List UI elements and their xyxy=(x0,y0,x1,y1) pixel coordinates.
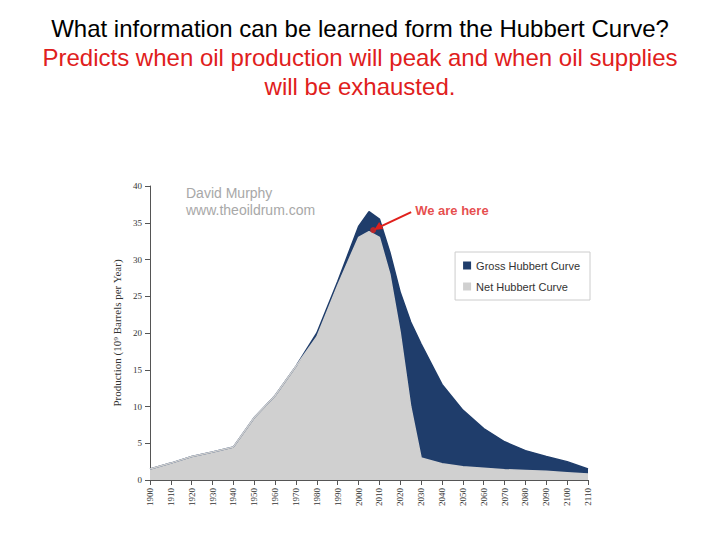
svg-text:Gross Hubbert Curve: Gross Hubbert Curve xyxy=(476,260,580,272)
svg-text:Production (10⁹ Barrels per Ye: Production (10⁹ Barrels per Year) xyxy=(111,259,124,406)
svg-text:2100: 2100 xyxy=(562,488,572,507)
svg-text:20: 20 xyxy=(133,328,143,338)
svg-text:1980: 1980 xyxy=(312,488,322,507)
svg-text:1970: 1970 xyxy=(291,488,301,507)
svg-text:2090: 2090 xyxy=(541,488,551,507)
svg-text:1920: 1920 xyxy=(187,488,197,507)
svg-text:1950: 1950 xyxy=(249,488,259,507)
svg-text:David Murphy: David Murphy xyxy=(186,185,272,201)
svg-text:1930: 1930 xyxy=(208,488,218,507)
svg-text:2060: 2060 xyxy=(479,488,489,507)
svg-text:www.theoildrum.com: www.theoildrum.com xyxy=(185,202,315,218)
svg-text:1900: 1900 xyxy=(145,488,155,507)
svg-text:1910: 1910 xyxy=(166,488,176,507)
svg-text:30: 30 xyxy=(133,255,143,265)
svg-text:40: 40 xyxy=(133,181,143,191)
svg-text:2020: 2020 xyxy=(395,488,405,507)
svg-text:2070: 2070 xyxy=(500,488,510,507)
svg-text:2040: 2040 xyxy=(437,488,447,507)
html-text:Predicts when oil production w: Predicts when oil production will peak a… xyxy=(42,44,678,100)
svg-text:2030: 2030 xyxy=(416,488,426,507)
svg-text:0: 0 xyxy=(138,475,143,485)
svg-text:2010: 2010 xyxy=(374,488,384,507)
svg-text:1990: 1990 xyxy=(333,488,343,507)
svg-text:25: 25 xyxy=(133,291,143,301)
svg-text:35: 35 xyxy=(133,218,143,228)
svg-text:1940: 1940 xyxy=(228,488,238,507)
html-text:What information can be learne: What information can be learned form the… xyxy=(51,15,669,42)
svg-text:2110: 2110 xyxy=(583,488,593,506)
svg-text:We are here: We are here xyxy=(415,203,488,218)
svg-text:2080: 2080 xyxy=(520,488,530,507)
svg-text:2000: 2000 xyxy=(354,488,364,507)
svg-text:Net Hubbert Curve: Net Hubbert Curve xyxy=(476,281,568,293)
svg-text:5: 5 xyxy=(138,438,143,448)
svg-text:2050: 2050 xyxy=(458,488,468,507)
svg-text:15: 15 xyxy=(133,365,143,375)
svg-text:10: 10 xyxy=(133,402,143,412)
svg-text:1960: 1960 xyxy=(270,488,280,507)
